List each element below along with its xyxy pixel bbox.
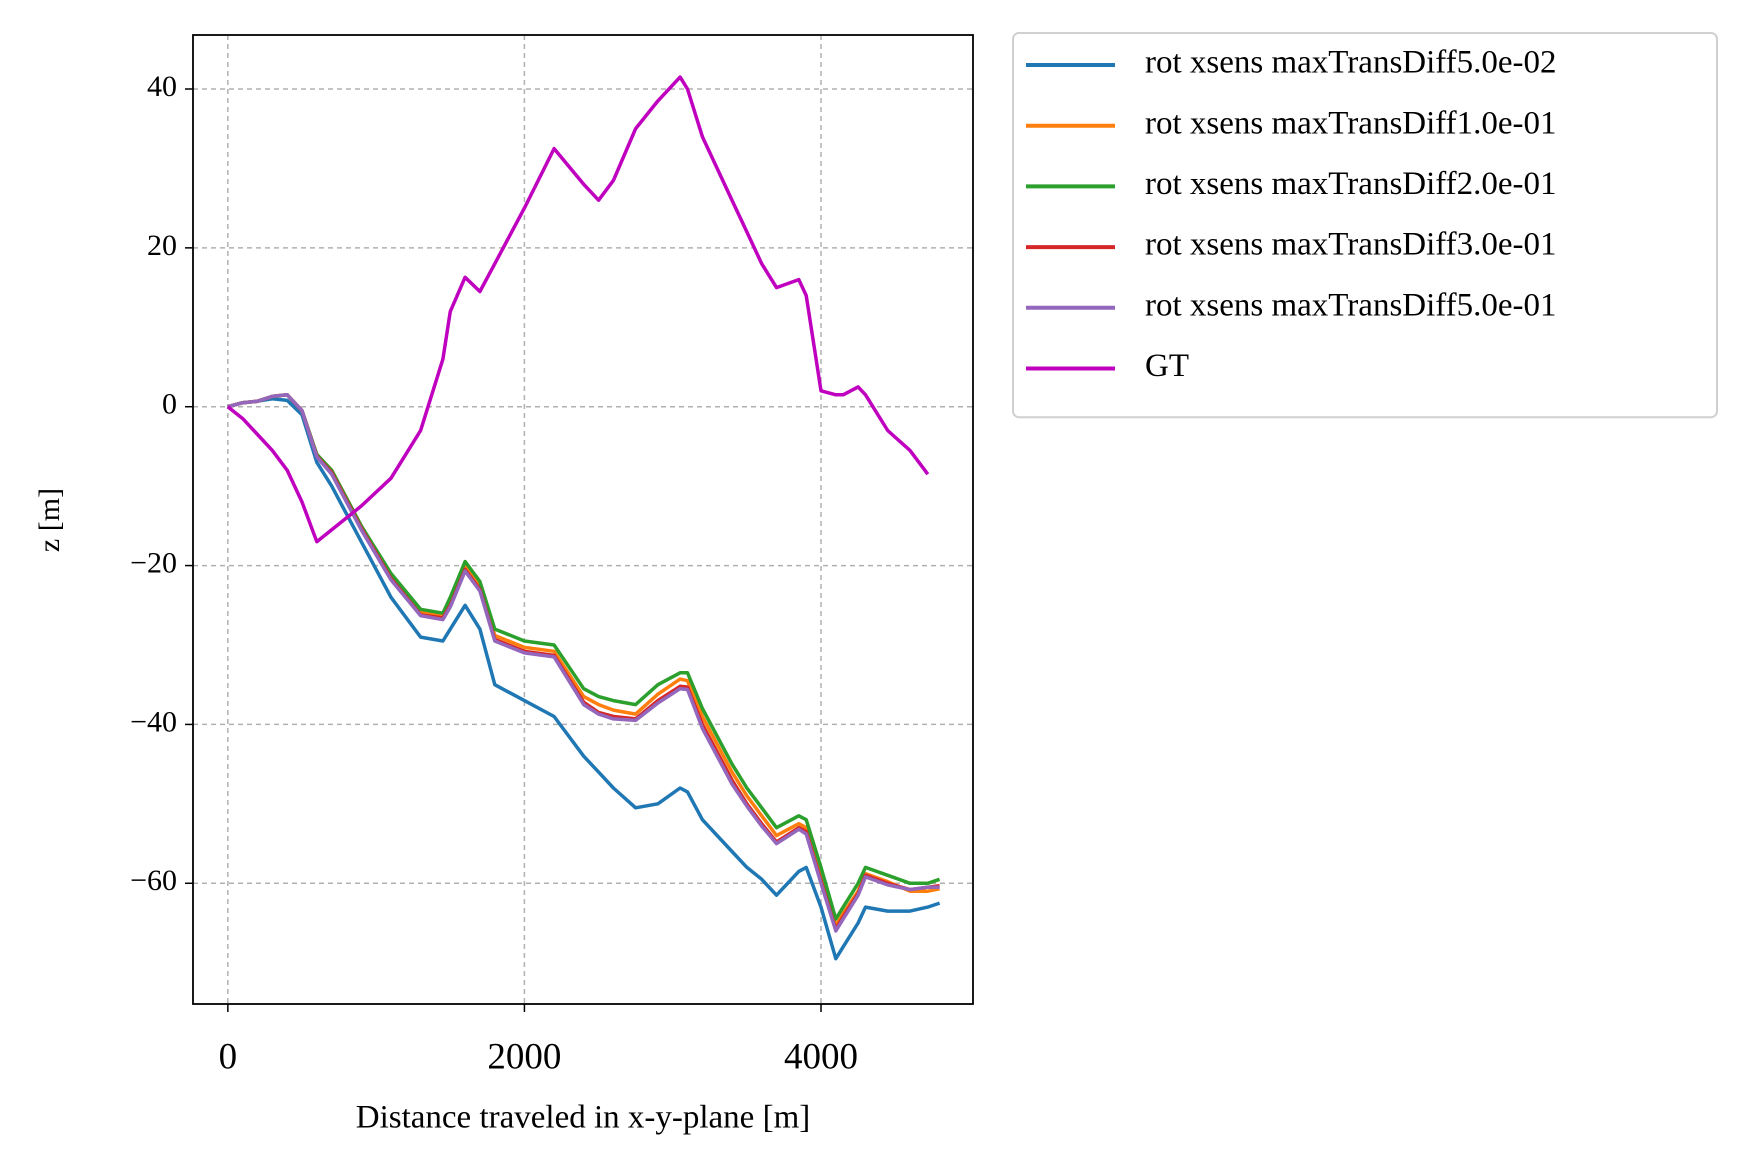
x-tick-label: 4000 xyxy=(784,1036,858,1077)
legend-label: rot xsens maxTransDiff3.0e-01 xyxy=(1145,227,1557,263)
legend-label: rot xsens maxTransDiff5.0e-01 xyxy=(1145,287,1557,323)
x-tick-label: 0 xyxy=(219,1036,238,1077)
y-tick-label: 40 xyxy=(147,70,177,103)
legend-label: rot xsens maxTransDiff1.0e-01 xyxy=(1145,105,1557,141)
series-line xyxy=(227,397,941,961)
series-line xyxy=(227,393,940,932)
legend-box xyxy=(1012,32,1718,419)
y-tick-label: 20 xyxy=(147,229,177,262)
y-tick-label: −20 xyxy=(130,546,177,579)
legend-label: GT xyxy=(1145,348,1189,384)
legend-label: rot xsens maxTransDiff2.0e-01 xyxy=(1145,166,1557,202)
x-tick-label: 2000 xyxy=(487,1036,561,1077)
y-tick-label: 0 xyxy=(162,388,177,421)
y-axis-label: z [m] xyxy=(33,488,66,552)
y-tick-label: −40 xyxy=(130,705,177,738)
plot-frame xyxy=(192,34,974,1005)
series-line xyxy=(227,393,941,921)
x-axis-label: Distance traveled in x-y-plane [m] xyxy=(356,1100,810,1136)
legend-label: rot xsens maxTransDiff5.0e-02 xyxy=(1145,45,1557,81)
y-tick-label: −60 xyxy=(130,864,177,897)
series-line xyxy=(226,75,930,544)
series-line xyxy=(227,393,940,933)
